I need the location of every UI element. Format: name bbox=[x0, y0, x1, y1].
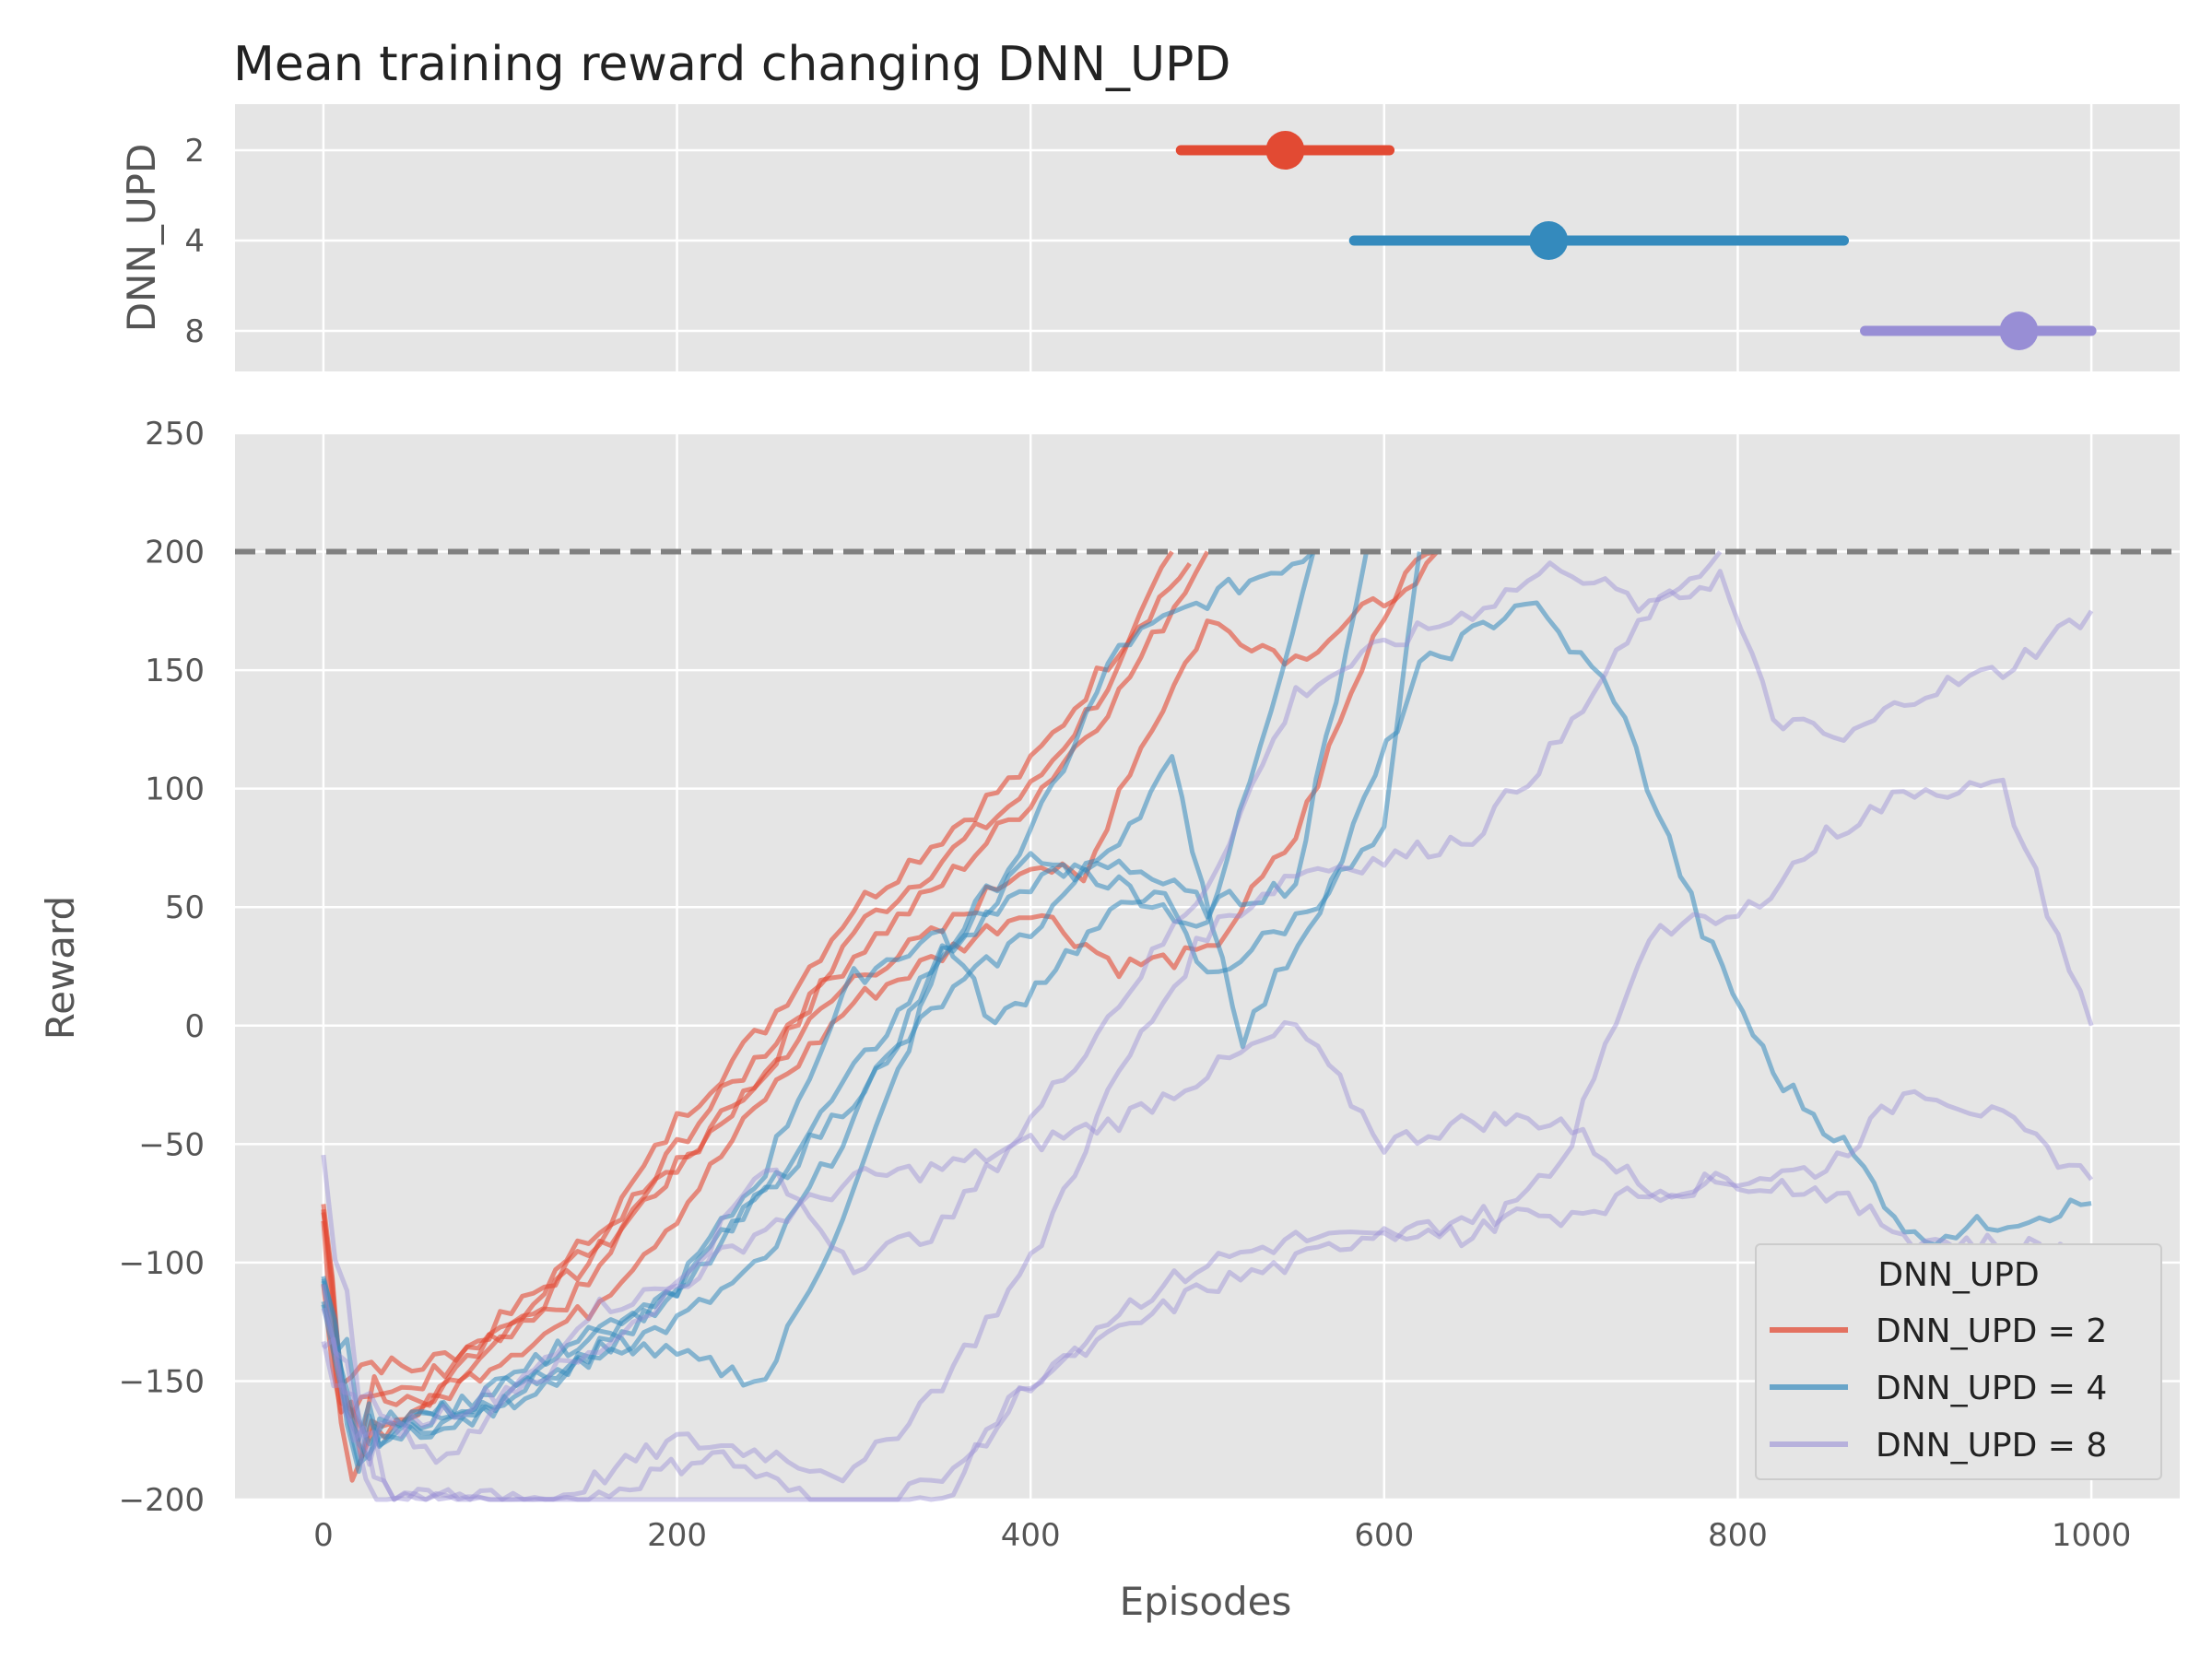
y-tick-label: 100 bbox=[145, 771, 205, 808]
y-tick-label: 200 bbox=[145, 535, 205, 571]
interval-y-axis-label: DNN_UPD bbox=[119, 144, 164, 333]
interval-y-tick-label: 2 bbox=[184, 133, 205, 170]
x-tick-label: 1000 bbox=[2052, 1517, 2132, 1554]
reward-x-ticks: 0 200 400 600 800 1000 bbox=[313, 1517, 2131, 1554]
interval-y-tick-label: 4 bbox=[184, 223, 205, 260]
x-tick-label: 800 bbox=[1708, 1517, 1768, 1554]
interval-mean-point bbox=[1999, 312, 2039, 350]
reward-run-line bbox=[321, 549, 1315, 1447]
reward-run-line bbox=[321, 549, 1438, 1461]
reward-y-ticks: −200 −150 −100 −50 0 50 100 150 200 250 bbox=[119, 416, 205, 1519]
y-tick-label: −100 bbox=[119, 1245, 205, 1282]
x-tick-label: 0 bbox=[313, 1517, 334, 1554]
x-tick-label: 200 bbox=[647, 1517, 707, 1554]
y-tick-label: −150 bbox=[119, 1363, 205, 1400]
reward-run-line bbox=[321, 1171, 2093, 1502]
interval-mean-point bbox=[1265, 131, 1305, 170]
interval-y-ticks: 2 4 8 bbox=[184, 133, 205, 350]
reward-run-line bbox=[321, 550, 1723, 1467]
x-axis-label: Episodes bbox=[1120, 1579, 1292, 1624]
reward-run-line bbox=[321, 551, 1370, 1475]
interval-gridlines bbox=[235, 104, 2180, 371]
legend-entries: DNN_UPD = 2 DNN_UPD = 4 DNN_UPD = 8 bbox=[1770, 1312, 2107, 1465]
legend-title: DNN_UPD bbox=[1877, 1256, 2039, 1294]
y-tick-label: 250 bbox=[145, 416, 205, 453]
y-tick-label: 50 bbox=[165, 889, 205, 926]
reward-run-line bbox=[321, 600, 2092, 1450]
legend-box bbox=[1755, 1243, 2162, 1480]
reward-run-line bbox=[322, 777, 2094, 1502]
y-tick-label: 0 bbox=[184, 1008, 205, 1045]
reward-lines bbox=[321, 549, 2094, 1502]
legend-label: DNN_UPD = 4 bbox=[1876, 1370, 2107, 1407]
interval-marks bbox=[1175, 131, 2097, 350]
reward-panel: −200 −150 −100 −50 0 50 100 150 200 250 0 200 400 60… bbox=[38, 416, 2180, 1624]
interval-mean-point bbox=[1529, 221, 1569, 260]
y-axis-label: Reward bbox=[38, 896, 83, 1040]
y-tick-label: 150 bbox=[145, 653, 205, 689]
reward-run-line bbox=[321, 550, 1316, 1466]
reward-run-line bbox=[321, 549, 1440, 1483]
interval-y-tick-label: 8 bbox=[184, 313, 205, 350]
x-tick-label: 600 bbox=[1354, 1517, 1414, 1554]
chart-title: Mean training reward changing DNN_UPD bbox=[233, 37, 1230, 92]
legend-label: DNN_UPD = 8 bbox=[1876, 1427, 2107, 1465]
y-tick-label: −200 bbox=[119, 1482, 205, 1519]
y-tick-label: −50 bbox=[138, 1126, 205, 1163]
legend-label: DNN_UPD = 2 bbox=[1876, 1312, 2107, 1350]
reward-run-line bbox=[321, 569, 2094, 1502]
x-tick-label: 400 bbox=[1001, 1517, 1061, 1554]
interval-panel: 2 4 8 DNN_UPD bbox=[119, 104, 2180, 371]
reward-run-line bbox=[321, 1019, 2094, 1465]
reward-run-line bbox=[321, 551, 1422, 1462]
reward-run-line bbox=[321, 561, 1192, 1419]
